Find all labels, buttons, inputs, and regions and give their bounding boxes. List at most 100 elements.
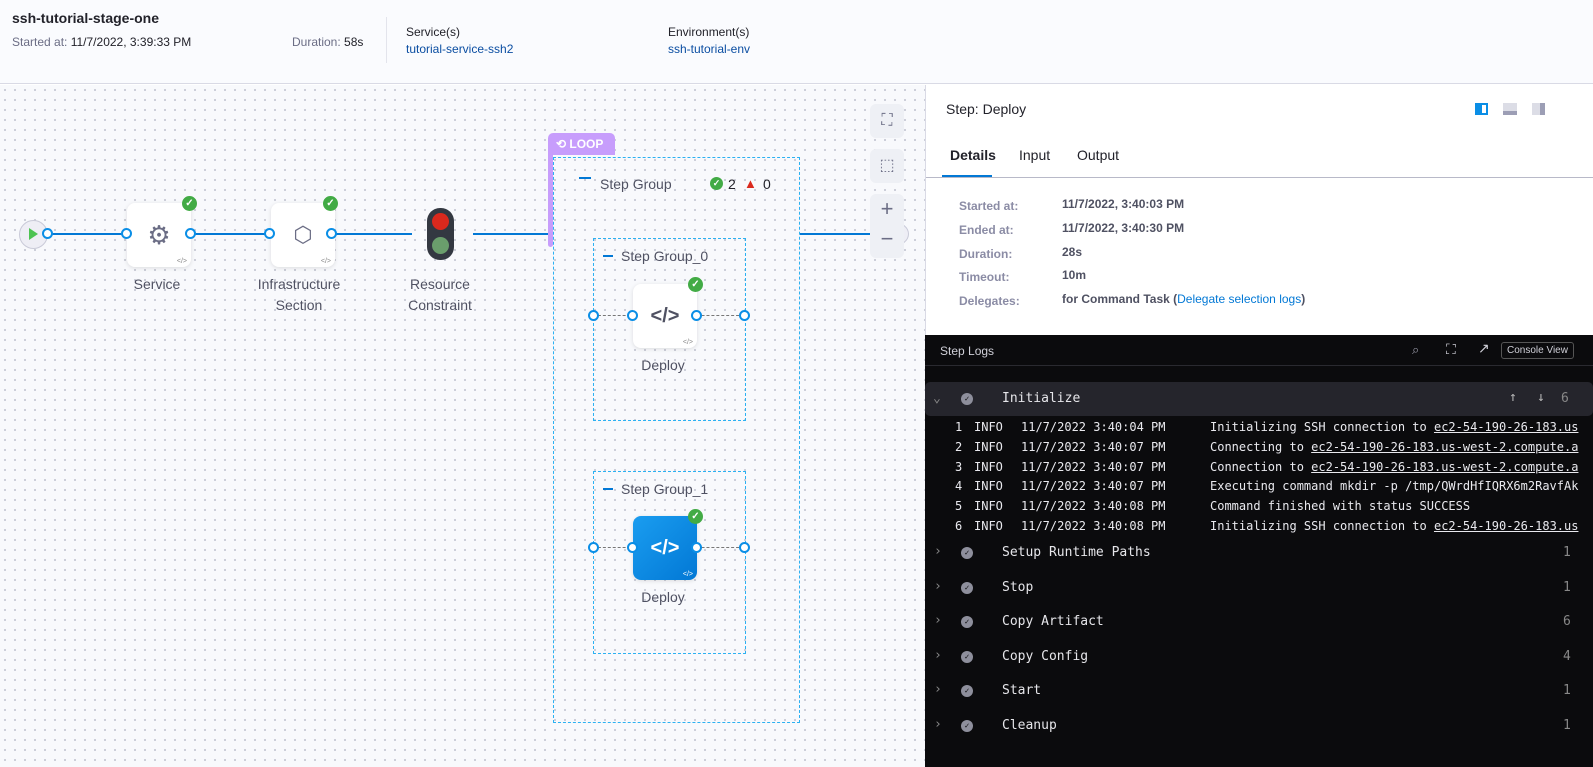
port (264, 228, 275, 239)
service-link[interactable]: tutorial-service-ssh2 (406, 42, 514, 56)
arrow-down-icon[interactable]: ↓ (1537, 390, 1545, 405)
success-icon: ✓ (710, 177, 723, 190)
deploy-node-1-selected[interactable]: </> </> (633, 516, 697, 580)
node-label: Resource Constraint (408, 276, 472, 313)
port (691, 310, 702, 321)
log-time: 11/7/2022 3:40:08 PM (1021, 499, 1166, 514)
layout-bottom-icon[interactable] (1503, 103, 1517, 115)
traffic-light-icon[interactable] (427, 208, 454, 260)
section-name: Copy Config (1002, 648, 1089, 664)
success-icon: ✓ (182, 196, 197, 211)
sub-group-label: Step Group_1 (621, 481, 709, 497)
success-icon: ✓ (688, 509, 703, 524)
section-name: Start (1002, 683, 1042, 698)
port (739, 542, 750, 553)
edge (190, 233, 270, 235)
started-value: 11/7/2022, 3:39:33 PM (70, 35, 192, 49)
environment-link[interactable]: ssh-tutorial-env (668, 42, 751, 56)
tab-details[interactable]: Details (950, 147, 996, 163)
log-section-initialize[interactable]: ⌄ ✓ Initialize ↑ ↓ 6 (925, 382, 1593, 416)
code-icon: </> (176, 258, 187, 265)
success-icon: ✓ (961, 685, 973, 697)
log-section[interactable]: › ✓ Stop 1 (925, 571, 1593, 605)
layout-float-icon[interactable] (1532, 103, 1545, 115)
infrastructure-node[interactable]: ⬡ </> (271, 203, 335, 267)
gear-icon: ⚙ (147, 219, 171, 250)
search-icon[interactable]: ⌕ (1412, 342, 1420, 357)
section-name: Copy Artifact (1002, 614, 1104, 629)
zoom-controls: + − (870, 194, 904, 258)
log-link[interactable]: ec2-54-190-26-183.us (1433, 420, 1579, 434)
code-icon: </> (682, 571, 693, 578)
log-link[interactable]: ec2-54-190-26-183.us-west-2.compute.a (1311, 459, 1579, 474)
success-icon: ✓ (961, 547, 973, 559)
log-level: INFO (974, 439, 1003, 454)
section-name: Initialize (1002, 391, 1081, 406)
step-logs: Step Logs ⌕ ⛶ ↗ Console View ⌄ ✓ Initial… (925, 335, 1593, 767)
edge (800, 233, 880, 235)
line-number: 6 (955, 519, 963, 533)
log-section[interactable]: › ✓ Copy Config 4 (925, 640, 1593, 674)
log-link[interactable]: ec2-54-190-26-183.us-west-2.compute.a (1311, 439, 1579, 454)
log-link[interactable]: ec2-54-190-26-183.us (1433, 519, 1579, 533)
section-count: 4 (1563, 648, 1571, 664)
layout-right-icon[interactable] (1475, 103, 1488, 115)
section-count: 1 (1563, 683, 1571, 698)
loop-icon: ⟲ (556, 137, 570, 151)
log-time: 11/7/2022 3:40:07 PM (1021, 479, 1166, 494)
log-message: Initializing SSH connection to (1210, 519, 1434, 533)
service-node[interactable]: ⚙ </> (127, 203, 191, 267)
step-group-label: Step Group (600, 176, 672, 192)
pipeline-canvas[interactable]: ⚙ </> ✓ Service ⬡ </> ✓ Infrastructure Sec… (0, 85, 925, 767)
collapse-icon[interactable] (579, 177, 591, 179)
log-level: INFO (974, 479, 1003, 494)
log-section[interactable]: › ✓ Cleanup 1 (925, 709, 1593, 743)
success-icon: ✓ (961, 650, 973, 663)
log-time: 11/7/2022 3:40:08 PM (1021, 519, 1166, 533)
edge (46, 233, 126, 235)
chevron-right-icon: › (934, 716, 942, 732)
section-count: 1 (1563, 579, 1571, 595)
stage-header: ssh-tutorial-stage-one Started at: 11/7/… (0, 0, 1593, 84)
zoom-in-button[interactable]: + (880, 196, 894, 221)
detail-value: 11/7/2022, 3:40:30 PM (1062, 221, 1185, 235)
deploy-node-0[interactable]: </> </> (633, 284, 697, 348)
log-section[interactable]: › ✓ Setup Runtime Paths 1 (925, 536, 1593, 570)
edge (334, 233, 412, 235)
started-label: Started at: (12, 35, 68, 49)
delegate-logs-link[interactable]: Delegate selection logs (1177, 292, 1302, 306)
log-message: Executing command mkdir -p /tmp/QWrdHfIQ… (1210, 479, 1579, 494)
code-icon: </> (320, 258, 331, 265)
chevron-right-icon: › (934, 682, 942, 697)
chevron-right-icon: › (934, 544, 942, 559)
select-area-button[interactable]: ⬚ (870, 149, 904, 183)
node-label: Infrastructure Section (257, 276, 341, 313)
zoom-out-button[interactable]: − (880, 226, 894, 251)
fullscreen-icon[interactable]: ⛶ (1446, 341, 1456, 357)
console-view-button[interactable]: Console View (1501, 342, 1574, 359)
section-name: Setup Runtime Paths (1002, 545, 1151, 560)
detail-label: Duration: (959, 247, 1013, 261)
detail-label: Timeout: (959, 270, 1010, 284)
step-group-0 (593, 238, 746, 421)
collapse-icon[interactable] (603, 488, 613, 490)
open-external-icon[interactable]: ↗ (1478, 340, 1490, 356)
port (627, 310, 638, 321)
node-label: Service (133, 276, 181, 292)
log-section[interactable]: › ✓ Copy Artifact 6 (925, 605, 1593, 639)
warning-icon: ▲ (744, 176, 757, 191)
arrow-up-icon[interactable]: ↑ (1509, 390, 1517, 405)
tab-input[interactable]: Input (1019, 147, 1051, 163)
logs-title: Step Logs (940, 344, 995, 358)
hexagons-icon: ⬡ (293, 222, 313, 247)
fit-screen-button[interactable]: ⛶ (870, 104, 904, 138)
log-time: 11/7/2022 3:40:07 PM (1021, 439, 1166, 454)
tab-output[interactable]: Output (1077, 147, 1120, 163)
chevron-right-icon: › (934, 647, 942, 663)
detail-value: for Command Task ( (1062, 292, 1178, 306)
chevron-down-icon: ⌄ (933, 391, 941, 406)
log-section[interactable]: › ✓ Start 1 (925, 674, 1593, 708)
collapse-icon[interactable] (603, 255, 613, 257)
section-count: 1 (1563, 717, 1571, 733)
detail-label: Delegates: (959, 294, 1020, 308)
